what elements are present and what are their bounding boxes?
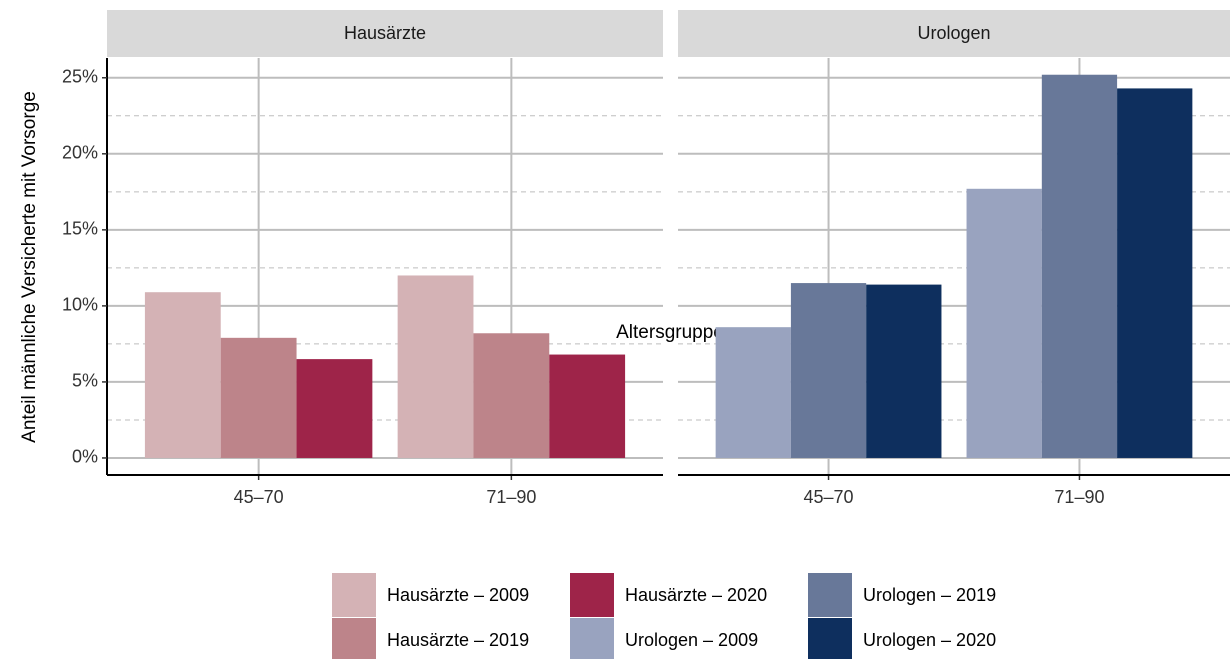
y-tick-label: 0% (72, 447, 98, 467)
facet-title: Urologen (917, 23, 990, 43)
legend-label: Hausärzte – 2020 (625, 585, 767, 605)
x-tick-label: 45–70 (804, 487, 854, 507)
legend-swatch (570, 573, 614, 617)
x-tick-label: 45–70 (234, 487, 284, 507)
legend-label: Urologen – 2009 (625, 630, 758, 650)
legend-swatch (808, 573, 852, 617)
bar (549, 354, 626, 458)
facet-strip (678, 10, 1230, 57)
bar (790, 283, 867, 458)
x-tick-label: 71–90 (486, 487, 536, 507)
legend-label: Hausärzte – 2019 (387, 630, 529, 650)
bar (866, 284, 942, 458)
bar (715, 327, 791, 458)
y-axis-label: Anteil männliche Versicherte mit Vorsorg… (19, 91, 40, 443)
bar (397, 275, 474, 458)
legend-swatch (808, 618, 852, 659)
bar (1041, 74, 1118, 458)
bar (473, 333, 550, 458)
bar (1117, 88, 1193, 458)
facet-strip (107, 10, 663, 57)
legend-label: Urologen – 2019 (863, 585, 996, 605)
y-tick-label: 5% (72, 371, 98, 391)
legend-swatch (332, 573, 376, 617)
bar (966, 188, 1042, 458)
y-tick-label: 20% (62, 143, 98, 163)
legend-swatch (570, 618, 614, 659)
legend-label: Urologen – 2020 (863, 630, 996, 650)
x-tick-label: 71–90 (1054, 487, 1104, 507)
facet-title: Hausärzte (344, 23, 426, 43)
legend-swatch (332, 618, 376, 659)
y-tick-label: 10% (62, 295, 98, 315)
bar (296, 359, 373, 458)
bar (220, 337, 297, 458)
y-tick-label: 25% (62, 67, 98, 87)
x-axis-label: Altersgruppe (616, 322, 724, 343)
y-tick-label: 15% (62, 219, 98, 239)
legend-label: Hausärzte – 2009 (387, 585, 529, 605)
bar (144, 292, 221, 458)
